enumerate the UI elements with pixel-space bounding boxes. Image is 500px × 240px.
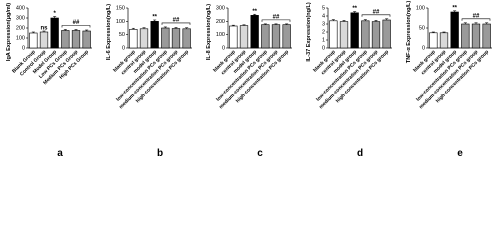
panel-letter: b: [157, 148, 163, 159]
bar: [261, 24, 270, 49]
y-tick-label: 100: [416, 5, 425, 11]
panel-letter: c: [257, 148, 263, 159]
bar: [171, 28, 181, 49]
significance-label: **: [152, 15, 157, 21]
group-bracket: [461, 18, 491, 21]
bar: [229, 25, 238, 49]
bar: [429, 32, 438, 49]
bar: [161, 27, 170, 49]
bar: [382, 19, 391, 49]
group-label: ##: [473, 13, 480, 19]
y-tick-label: 4: [322, 13, 325, 19]
bar: [50, 17, 59, 49]
significance-label: **: [452, 5, 457, 11]
y-tick-label: 5: [322, 5, 325, 11]
y-axis-label: IgA Expression(μg/ml): [6, 3, 12, 61]
y-axis-label: IL-6 Expression(ng/L): [106, 4, 112, 60]
bar: [450, 11, 459, 49]
bar: [439, 32, 449, 49]
y-tick-label: 0: [122, 45, 125, 51]
y-tick-label: 100: [116, 19, 125, 25]
bar: [282, 24, 291, 49]
bar: [182, 28, 191, 49]
y-tick-label: 3: [322, 21, 325, 27]
y-tick-label: 200: [216, 19, 225, 25]
bar: [361, 20, 370, 49]
significance-label: ns: [40, 26, 48, 32]
y-tick-label: 200: [16, 25, 25, 31]
significance-label: **: [352, 6, 357, 12]
panel-letter: e: [457, 148, 463, 159]
bar: [339, 21, 349, 49]
group-bracket: [61, 25, 91, 28]
bar: [82, 30, 91, 49]
group-bracket: [261, 19, 291, 22]
bar: [329, 20, 338, 49]
bar: [139, 28, 149, 49]
bar: [482, 23, 491, 49]
y-axis-label: TNF-α Expression(ng/L): [406, 1, 412, 64]
y-tick-label: 0: [422, 45, 425, 51]
y-tick-label: 0: [222, 45, 225, 51]
y-tick-label: 100: [216, 32, 225, 38]
y-tick-label: 1: [322, 37, 325, 43]
group-bracket: [361, 14, 391, 17]
panel-letter: a: [57, 148, 63, 159]
y-tick-label: 100: [16, 35, 25, 41]
bar: [71, 30, 81, 49]
group-label: ##: [173, 17, 180, 23]
y-axis-label: IL-37 Expression(ng/L): [306, 2, 312, 61]
y-tick-label: 150: [116, 5, 125, 11]
group-label: ##: [273, 14, 280, 20]
y-tick-label: 300: [16, 15, 25, 21]
bar: [39, 31, 49, 49]
group-label: ##: [373, 9, 380, 15]
y-tick-label: 50: [119, 32, 125, 38]
panel-letter: d: [357, 148, 363, 159]
bar: [471, 23, 481, 49]
bar: [29, 32, 38, 49]
bar: [271, 24, 281, 49]
bar: [350, 12, 359, 49]
y-axis-label: IL-8 Expression(ng/L): [206, 4, 212, 60]
bar: [129, 29, 138, 49]
y-tick-label: 0: [322, 45, 325, 51]
bar: [61, 30, 70, 49]
group-label: ##: [73, 20, 80, 26]
bar: [461, 23, 470, 49]
bar: [150, 21, 159, 49]
y-tick-label: 50: [419, 25, 425, 31]
y-tick-label: 300: [216, 5, 225, 11]
bar: [239, 25, 249, 49]
y-tick-label: 2: [322, 29, 325, 35]
y-tick-label: 0: [22, 45, 25, 51]
significance-label: **: [252, 9, 257, 15]
bar: [250, 15, 259, 49]
y-tick-label: 400: [16, 5, 25, 11]
bar: [371, 21, 381, 49]
group-bracket: [161, 22, 191, 25]
significance-label: *: [53, 11, 56, 17]
